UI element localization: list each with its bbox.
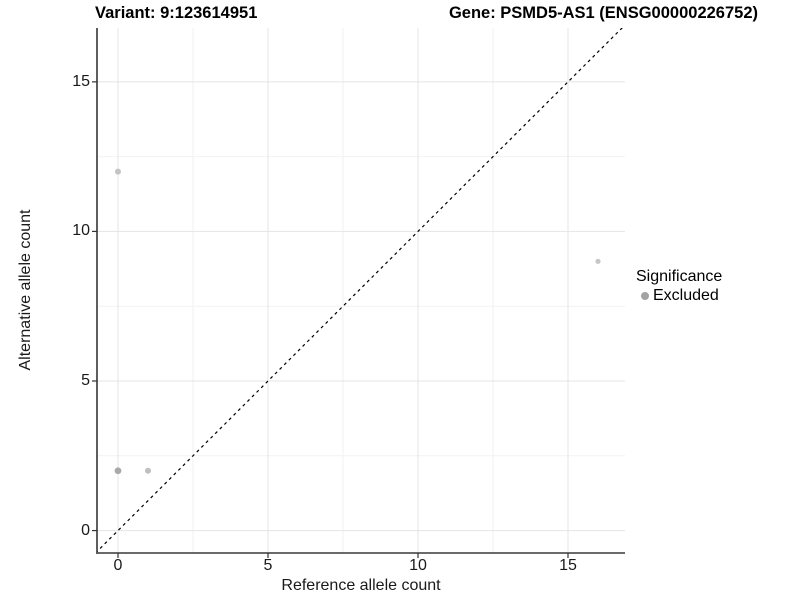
legend-title: Significance [636,268,723,285]
legend-item-label: Excluded [653,287,719,304]
legend-point-icon [641,292,649,300]
data-point [114,467,122,475]
data-point [145,467,151,474]
identity-line [97,28,623,553]
x-tick-label: 0 [113,557,123,574]
x-tick-label: 10 [409,557,427,574]
gene-title: Gene: PSMD5-AS1 (ENSG00000226752) [448,4,758,22]
y-tick-label: 10 [72,222,90,240]
x-axis-title: Reference allele count [281,577,441,594]
variant-title: Variant: 9:123614951 [95,4,258,22]
x-tick-label: 15 [559,557,577,574]
y-tick-label: 15 [72,72,90,90]
y-axis-title: Alternative allele count [17,209,34,371]
data-point [595,258,601,264]
data-point [115,168,121,175]
legend-item-excluded: Excluded [636,287,722,305]
legend: Significance Excluded [636,268,722,305]
x-tick-label: 5 [263,557,273,574]
y-tick-label: 5 [81,371,90,389]
y-tick-label: 0 [81,521,90,539]
